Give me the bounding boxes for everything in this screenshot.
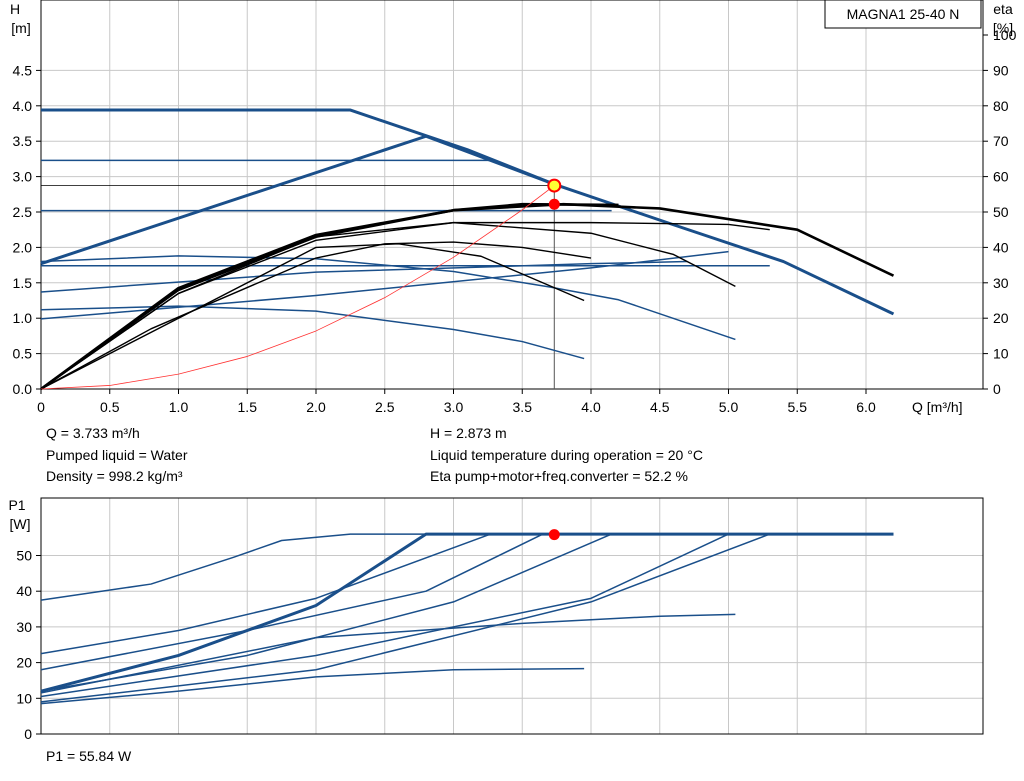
head-ticks: 0 0.5 1.0 1.5 2.0 2.5 3.0 3.5 4.0 4.5 5.0 5.5 6.0 0.0…: [13, 27, 1017, 415]
power-ytick-label-5: 50: [16, 548, 32, 564]
power-series-6: [40, 533, 771, 703]
eta-ytick-label-4: 40: [993, 239, 1009, 255]
head-series-eta-9: [40, 202, 895, 391]
head-chart: 0 0.5 1.0 1.5 2.0 2.5 3.0 3.5 4.0 4.5 5.0 5.5 6.0 0.0…: [10, 0, 1017, 415]
head-series-head-8: [40, 250, 729, 320]
head-xtick-label-4: 2.0: [306, 399, 326, 415]
head-grid: [41, 0, 983, 389]
head-xtick-label-8: 4.0: [581, 399, 601, 415]
power-series-7: [40, 613, 736, 694]
power-ytick-label-0: 0: [24, 726, 32, 742]
eta-ylabel-line2: [%]: [993, 20, 1013, 36]
head-series-eta-12: [40, 221, 736, 390]
head-xtick-label-12: 6.0: [856, 399, 876, 415]
head-series-eta-14: [40, 241, 592, 390]
info-p1: P1 = 55.84 W: [46, 748, 132, 764]
power-series-0: [40, 533, 894, 601]
head-series-head-5: [40, 255, 736, 341]
eta-ytick-label-8: 80: [993, 98, 1009, 114]
head-series-eta-10: [40, 202, 619, 391]
head-ytick-label-5: 2.5: [13, 204, 33, 220]
power-ytick-label-2: 20: [16, 655, 32, 671]
power-ylabel-line1: P1: [8, 497, 25, 513]
head-ytick-label-0: 0.0: [13, 381, 33, 397]
eta-ytick-label-2: 20: [993, 310, 1009, 326]
info-h: H = 2.873 m: [430, 425, 507, 441]
eta-ylabel-line1: eta: [993, 1, 1013, 17]
head-xtick-label-3: 1.5: [238, 399, 258, 415]
head-xtick-label-1: 0.5: [100, 399, 120, 415]
head-curves: [40, 108, 895, 391]
info-liquid: Pumped liquid = Water: [46, 447, 188, 463]
head-ylabel-line1: H: [10, 1, 20, 17]
head-ytick-label-9: 4.5: [13, 62, 33, 78]
head-ytick-label-1: 0.5: [13, 346, 33, 362]
model-label-box: [824, 0, 982, 29]
power-series-5: [40, 533, 729, 698]
info-density: Density = 998.2 kg/m³: [46, 468, 183, 484]
power-series-4: [40, 533, 612, 692]
head-xtick-label-6: 3.0: [444, 399, 464, 415]
head-series-head-1: [40, 134, 558, 266]
info-q: Q = 3.733 m³/h: [46, 425, 140, 441]
eta-ytick-label-10: 100: [993, 27, 1017, 43]
power-ytick-label-4: 40: [16, 583, 32, 599]
power-ytick-label-3: 30: [16, 619, 32, 635]
head-ytick-label-2: 1.0: [13, 310, 33, 326]
power-curves: [40, 529, 894, 705]
head-xtick-label-11: 5.5: [788, 399, 808, 415]
power-ylabel-line2: [W]: [10, 516, 31, 532]
eta-ytick-label-5: 50: [993, 204, 1009, 220]
eta-ytick-label-1: 10: [993, 346, 1009, 362]
power-series-3: [40, 533, 544, 671]
eta-ytick-label-9: 90: [993, 62, 1009, 78]
info-block: Q = 3.733 m³/h H = 2.873 m Pumped liquid…: [46, 425, 703, 484]
head-xlabel: Q [m³/h]: [912, 399, 963, 415]
power-series-2: [40, 533, 491, 655]
head-xtick-label-2: 1.0: [169, 399, 189, 415]
power-series-8: [40, 667, 585, 705]
head-xtick-label-7: 3.5: [513, 399, 533, 415]
head-ytick-label-8: 4.0: [13, 98, 33, 114]
head-ytick-label-7: 3.5: [13, 133, 33, 149]
head-xtick-label-0: 0: [37, 399, 45, 415]
head-xtick-label-9: 4.5: [650, 399, 670, 415]
duty-power-marker: [548, 529, 560, 541]
eta-ytick-label-7: 70: [993, 133, 1009, 149]
info-temperature: Liquid temperature during operation = 20…: [430, 447, 703, 463]
eta-ytick-label-6: 60: [993, 169, 1009, 185]
head-xtick-label-5: 2.5: [375, 399, 395, 415]
eta-ytick-label-0: 0: [993, 381, 1001, 397]
head-ylabel-line2: [m]: [11, 20, 30, 36]
power-ytick-label-1: 10: [16, 690, 32, 706]
power-grid: [41, 498, 983, 734]
head-ytick-label-3: 1.5: [13, 275, 33, 291]
model-label: MAGNA1 25-40 N: [847, 6, 960, 22]
eta-ytick-label-3: 30: [993, 275, 1009, 291]
power-series-1: [40, 532, 894, 693]
head-ytick-label-6: 3.0: [13, 169, 33, 185]
info-eta: Eta pump+motor+freq.converter = 52.2 %: [430, 468, 688, 484]
head-ytick-label-4: 2.0: [13, 239, 33, 255]
head-xtick-label-10: 5.0: [719, 399, 739, 415]
head-series-system-15: [40, 185, 555, 390]
head-plot-frame: [40, 0, 984, 390]
power-chart: 0 10 20 30 40 50 P1 [W]: [8, 497, 984, 742]
duty-head-marker: [547, 178, 562, 193]
power-ticks: 0 10 20 30 40 50: [16, 548, 41, 742]
power-plot-frame: [40, 497, 984, 735]
head-series-eta-13: [40, 243, 585, 390]
duty-eta-marker: [548, 198, 560, 210]
